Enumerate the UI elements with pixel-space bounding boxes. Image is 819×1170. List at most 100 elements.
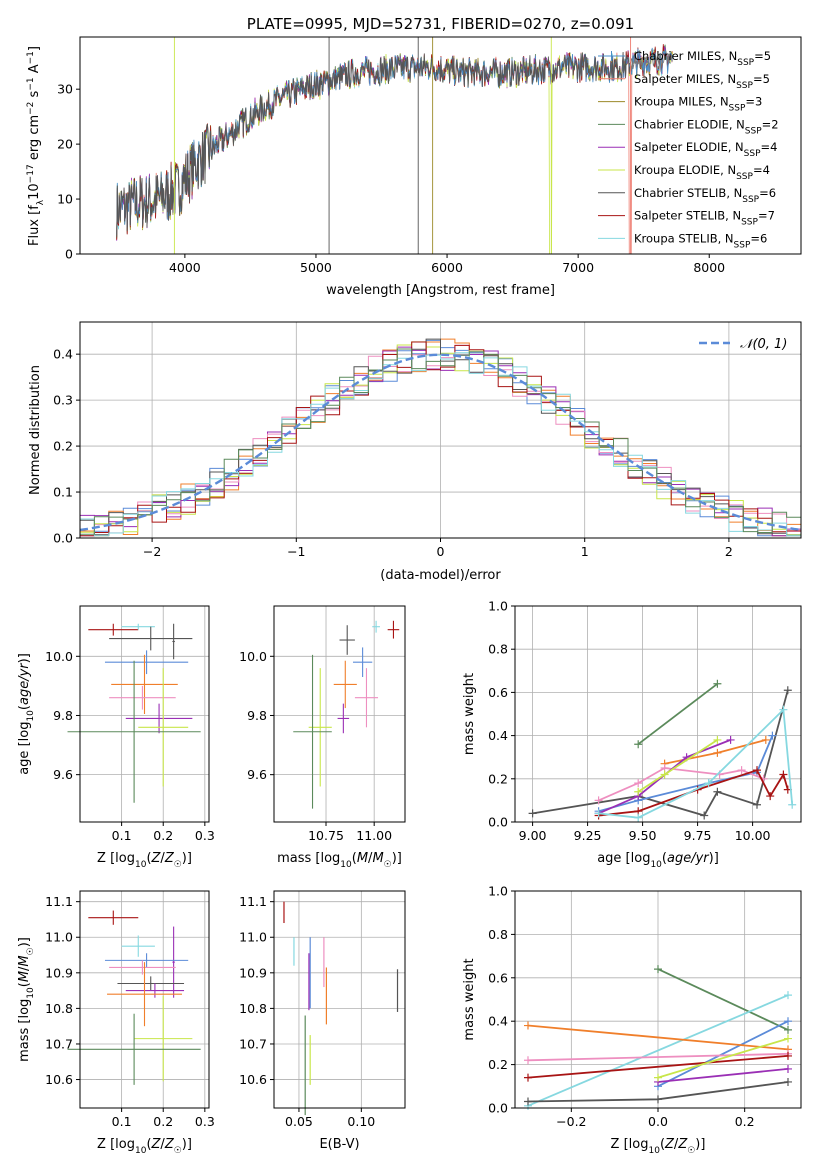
residuals-xtick-label: −1 (287, 544, 305, 559)
weightZ-point-marker (654, 1095, 662, 1104)
massZ-axes-frame (79, 890, 210, 1109)
legend-entry: Chabrier ELODIE, NSSP=2 (634, 117, 779, 136)
massEBV-xtick-label: 0.10 (347, 1114, 375, 1129)
weightAge-ytick-label: 0.0 (488, 815, 508, 830)
weightAge-point-marker (788, 800, 797, 809)
weightAge-xtick-label: 9.50 (629, 828, 657, 843)
massEBV-ytick-label: 11.1 (239, 894, 267, 909)
residuals-xtick-label: 1 (581, 544, 589, 559)
weightAge-ylabel: mass weight (462, 673, 477, 755)
spectrum-title: PLATE=0995, MJD=52731, FIBERID=0270, z=0… (247, 15, 634, 33)
massZ-ytick-label: 10.8 (45, 1001, 73, 1016)
massEBV-ytick-label: 11.0 (239, 930, 267, 945)
weightZ-ytick-label: 0.4 (488, 1014, 508, 1029)
ageMass-ytick-label: 10.0 (239, 649, 267, 664)
residuals-histogram-step (80, 338, 801, 537)
spectrum-xtick-label: 4000 (169, 260, 201, 275)
massEBV-ytick-label: 10.9 (239, 965, 267, 980)
weightAge-point-marker (783, 686, 792, 695)
massEBV-ytick-label: 10.7 (239, 1036, 267, 1051)
weightAge-xtick-label: 9.00 (519, 828, 547, 843)
spectrum-ytick-label: 30 (57, 82, 73, 97)
ageZ-xlabel: Z [log10(Z/Z☉)] (97, 851, 192, 870)
spectrum-ytick-label: 20 (57, 137, 73, 152)
weightZ-point-marker (654, 1073, 662, 1082)
weightAge-point-marker (768, 731, 777, 740)
ageMass-xtick-label: 11.00 (356, 828, 392, 843)
weightZ-ytick-label: 1.0 (488, 884, 508, 899)
weightAge-point-marker (713, 787, 722, 796)
weightAge-xtick-label: 10.00 (735, 828, 771, 843)
ageZ-xtick-label: 0.2 (153, 828, 173, 843)
weightZ-point-marker (524, 1056, 532, 1065)
massZ-xlabel: Z [log10(Z/Z☉)] (97, 1137, 192, 1156)
weightZ-xlabel: Z [log10(Z/Z☉)] (611, 1137, 706, 1156)
legend-entry: Chabrier STELIB, NSSP=6 (634, 186, 776, 205)
spectrum-xtick-label: 7000 (562, 260, 594, 275)
residuals-xtick-label: −2 (143, 544, 161, 559)
massZ-ytick-label: 11.1 (45, 894, 73, 909)
weightZ-point-marker (784, 1051, 792, 1060)
massEBV-ytick-label: 10.8 (239, 1001, 267, 1016)
weightAge-axes-frame (514, 605, 802, 823)
massEBV-ytick-label: 10.6 (239, 1072, 267, 1087)
residuals-hist (80, 338, 801, 537)
weightZ-xtick-label: 0.0 (648, 1114, 668, 1129)
massZ-ytick-label: 10.7 (45, 1036, 73, 1051)
ageZ-xtick-label: 0.3 (195, 828, 215, 843)
spectrum-line (116, 51, 631, 238)
weightAge-ytick-label: 0.8 (488, 642, 508, 657)
legend-entry: Kroupa MILES, NSSP=3 (634, 95, 762, 114)
residuals-axes-frame (79, 321, 802, 539)
weightZ-ytick-label: 0.8 (488, 927, 508, 942)
residuals-histogram-step (80, 341, 801, 537)
massZ-ytick-label: 10.9 (45, 965, 73, 980)
weightAge-point-marker (753, 800, 761, 809)
weightAge-point-marker (634, 787, 643, 796)
residuals-ytick-label: 0.3 (53, 393, 73, 408)
weightAge-point-marker (634, 740, 643, 749)
weightAge-point-marker (713, 735, 722, 744)
weightAge-point-marker (713, 679, 722, 688)
massEBV-xtick-label: 0.05 (285, 1114, 313, 1129)
weightAge-point-marker (660, 770, 669, 779)
residuals-histogram-step (80, 352, 801, 537)
weightZ-series-line (527, 1024, 789, 1051)
ageZ-ytick-label: 9.6 (53, 767, 73, 782)
weightZ-ytick-label: 0.2 (488, 1057, 508, 1072)
ageZ-ylabel: age [log10(age/yr)] (17, 653, 36, 775)
weightAge-point-marker (594, 796, 603, 805)
legend-entry: Kroupa STELIB, NSSP=6 (634, 231, 767, 250)
weightAge-point-marker (634, 813, 643, 822)
weightAge-point-marker (726, 735, 735, 744)
weightZ-point-marker (784, 1017, 792, 1026)
residuals-ytick-label: 0.4 (53, 347, 73, 362)
spectrum-lines (116, 37, 673, 254)
weightZ-series-line (527, 1055, 789, 1079)
residuals-xtick-label: 2 (725, 544, 733, 559)
weightAge-xlabel: age [log10(age/yr)] (597, 851, 719, 870)
ageMass-xlabel: mass [log10(M/M☉)] (277, 851, 402, 870)
residuals-ytick-label: 0.2 (53, 439, 73, 454)
weightAge-point-marker (761, 735, 770, 744)
massZ-xtick-label: 0.3 (195, 1114, 215, 1129)
weightAge-ytick-label: 0.2 (488, 771, 508, 786)
weightAge-point-marker (753, 766, 761, 775)
weightAge-series-line (598, 767, 764, 802)
ageMass-ytick-label: 9.8 (247, 708, 267, 723)
weightZ-point-marker (524, 1073, 532, 1082)
massZ-xtick-label: 0.1 (112, 1114, 132, 1129)
weightZ-ytick-label: 0.6 (488, 970, 508, 985)
weightZ-point-marker (784, 1025, 792, 1034)
weightAge-xtick-label: 9.75 (684, 828, 712, 843)
spectrum-xlabel: wavelength [Angstrom, rest frame] (326, 283, 555, 298)
massZ-ylabel: mass [log10(M/M☉)] (17, 937, 36, 1062)
weightAge-point-marker (634, 779, 643, 788)
weightZ-xtick-label: −0.2 (556, 1114, 586, 1129)
residuals-gaussian-curve (80, 353, 801, 532)
weightAge-point-marker (766, 792, 775, 801)
weightAge-point-marker (713, 748, 722, 757)
massZ-ytick-label: 11.0 (45, 930, 73, 945)
weightZ-axes-frame (514, 890, 802, 1109)
